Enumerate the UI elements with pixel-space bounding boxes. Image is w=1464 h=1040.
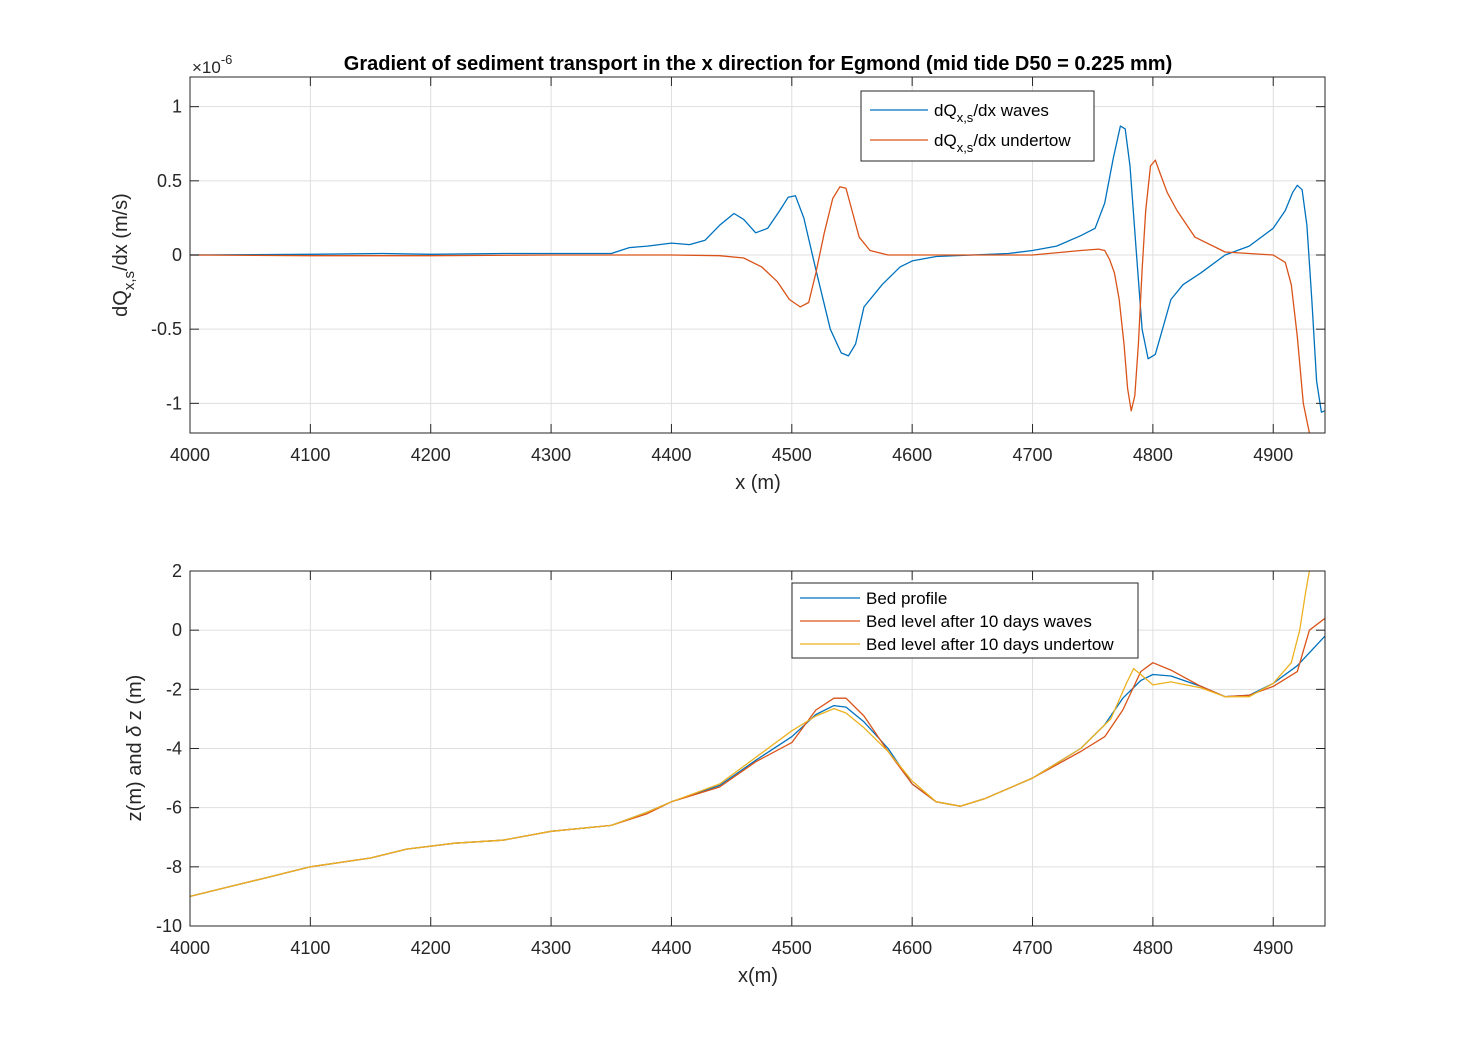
y-axis-label-rest: /dx (m/s) [110,193,132,271]
x-tick-label: 4200 [411,445,451,465]
y-tick-label: -6 [166,798,182,818]
x-tick-label: 4900 [1253,938,1293,958]
x-tick-label: 4000 [170,938,210,958]
x-tick-label: 4700 [1013,938,1053,958]
legend-top: dQx,s/dx waves dQx,s/dx undertow [860,90,1095,162]
series-lines-bottom [190,571,1325,898]
x-tick-label: 4100 [290,938,330,958]
y-tick-label: -8 [166,857,182,877]
x-tick-label: 4500 [772,445,812,465]
legend-undertow-main: dQ [934,131,957,150]
y-axis-label-top: dQx,s/dx (m/s) [110,193,138,317]
x-tick-label: 4500 [772,938,812,958]
y-exponent-power: -6 [221,52,233,67]
legend-label-bed-undertow: Bed level after 10 days undertow [866,635,1114,654]
legend-waves-sub: x,s [957,110,974,125]
y-exponent-label: ×10-6 [192,52,232,77]
chart-title: Gradient of sediment transport in the x … [344,53,1172,75]
y-tick-label: -0.5 [151,319,182,339]
ticks-top: 4000 4100 4200 4300 4400 4500 4600 4700 4800 4900… [151,77,1325,465]
x-tick-label: 4800 [1133,445,1173,465]
series-line-bottom-2 [190,571,1311,898]
y-tick-label: -1 [166,393,182,413]
x-tick-label: 4900 [1253,445,1293,465]
x-tick-label: 4200 [411,938,451,958]
x-tick-label: 4400 [651,938,691,958]
x-tick-label: 4800 [1133,938,1173,958]
y-axis-label-prefix: z(m) and [124,737,146,821]
y-tick-label: 0 [172,620,182,640]
x-tick-label: 4300 [531,938,571,958]
series-line-top-1 [190,159,1311,433]
y-axis-label-suffix: z (m) [124,675,146,726]
x-tick-label: 4000 [170,445,210,465]
legend-waves-main: dQ [934,101,957,120]
legend-undertow-sub: x,s [957,140,974,155]
y-axis-label-delta: δ [124,725,146,737]
top-chart: Gradient of sediment transport in the x … [110,52,1326,494]
x-tick-label: 4600 [892,938,932,958]
legend-label-undertow: dQx,s/dx undertow [934,131,1071,155]
legend-bottom: Bed profile Bed level after 10 days wave… [791,582,1139,659]
legend-label-bed-profile: Bed profile [866,589,947,608]
y-axis-label-main: dQ [110,290,132,317]
y-tick-label: -4 [166,739,182,759]
x-axis-label-top: x (m) [735,472,781,494]
y-tick-label: 1 [172,97,182,117]
y-tick-label: 0 [172,245,182,265]
x-tick-label: 4600 [892,445,932,465]
legend-box-top [860,90,1095,162]
legend-undertow-rest: /dx undertow [973,131,1071,150]
y-tick-label: -10 [156,916,182,936]
y-tick-label: 0.5 [157,171,182,191]
legend-label-bed-waves: Bed level after 10 days waves [866,612,1092,631]
y-tick-label: -2 [166,679,182,699]
legend-label-waves: dQx,s/dx waves [934,101,1049,125]
series-lines-top [190,125,1325,433]
legend-waves-rest: /dx waves [973,101,1049,120]
y-exponent-base: ×10 [192,58,221,77]
x-tick-label: 4400 [651,445,691,465]
y-tick-label: 2 [172,561,182,581]
x-axis-label-bottom: x(m) [738,965,778,987]
series-line-top-0 [190,125,1325,413]
x-tick-label: 4300 [531,445,571,465]
y-axis-label-bottom: z(m) and δ z (m) [124,675,146,822]
x-tick-label: 4700 [1013,445,1053,465]
y-axis-label-sub: x,s [121,271,138,290]
x-tick-label: 4100 [290,445,330,465]
ticks-bottom: 4000 4100 4200 4300 4400 4500 4600 4700 4800 4900… [156,561,1325,958]
bottom-chart: 4000 4100 4200 4300 4400 4500 4600 4700 4800 4900… [124,561,1326,987]
